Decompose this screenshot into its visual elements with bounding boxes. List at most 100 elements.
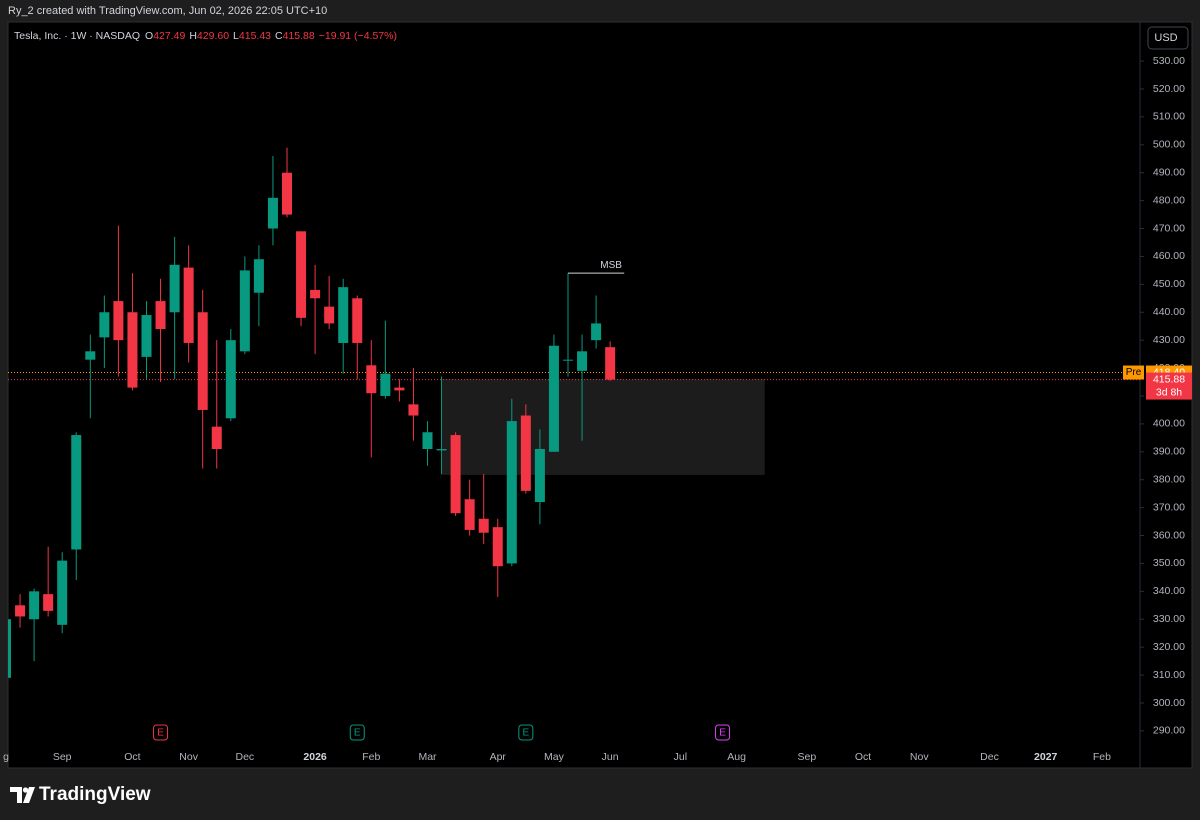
candle-body bbox=[478, 518, 489, 533]
x-tick-label: Sep bbox=[53, 751, 72, 763]
y-tick-label: 440.00 bbox=[1153, 306, 1185, 318]
candle-body bbox=[239, 270, 250, 352]
y-tick-label: 360.00 bbox=[1153, 529, 1185, 541]
x-tick-label: 2026 bbox=[303, 751, 327, 763]
y-tick-label: 400.00 bbox=[1153, 418, 1185, 430]
candle-body bbox=[113, 301, 124, 341]
x-tick-label: Sep bbox=[798, 751, 817, 763]
y-tick-label: 450.00 bbox=[1153, 278, 1185, 290]
earnings-label: E bbox=[157, 728, 164, 739]
credit: Ry_2 created with TradingView.com, Jun 0… bbox=[8, 5, 327, 17]
last-price: 415.88 bbox=[1153, 373, 1185, 385]
candle-body bbox=[267, 197, 278, 229]
y-tick-label: 430.00 bbox=[1153, 334, 1185, 346]
candle-body bbox=[464, 499, 475, 530]
pre-tag: Pre bbox=[1126, 367, 1142, 378]
x-tick-label: 2027 bbox=[1034, 751, 1058, 763]
y-tick-label: 520.00 bbox=[1153, 83, 1185, 95]
legend-change: −19.91 (−4.57%) bbox=[319, 30, 397, 42]
candle-body bbox=[183, 267, 194, 343]
candle-body bbox=[394, 387, 405, 391]
candle-body bbox=[408, 404, 419, 416]
y-tick-label: 290.00 bbox=[1153, 725, 1185, 737]
y-tick-label: 310.00 bbox=[1153, 669, 1185, 681]
candle-body bbox=[225, 340, 236, 419]
y-tick-label: 370.00 bbox=[1153, 501, 1185, 513]
candle-body bbox=[127, 312, 138, 388]
candle-body bbox=[492, 527, 503, 567]
legend-value: 427.49 bbox=[153, 30, 185, 42]
x-tick-label: Jul bbox=[674, 751, 687, 763]
plot: MSB bbox=[8, 147, 1140, 678]
countdown: 3d 8h bbox=[1156, 386, 1182, 398]
x-tick-label: Feb bbox=[1093, 751, 1111, 763]
candle-body bbox=[310, 289, 321, 299]
x-tick-label: May bbox=[544, 751, 565, 763]
candle-body bbox=[422, 432, 433, 450]
candle-body bbox=[506, 421, 517, 564]
y-tick-label: 380.00 bbox=[1153, 473, 1185, 485]
x-tick-label: Jun bbox=[602, 751, 619, 763]
candle-body bbox=[85, 351, 96, 360]
earnings-label: E bbox=[523, 728, 530, 739]
zone bbox=[441, 379, 765, 475]
candle-body bbox=[99, 312, 110, 338]
brand: TradingView bbox=[39, 784, 151, 805]
candle-body bbox=[29, 591, 40, 620]
earnings-marker bbox=[715, 724, 731, 741]
x-tick-label: Aug bbox=[727, 751, 746, 763]
candle-body bbox=[605, 347, 616, 380]
candle-body bbox=[548, 345, 559, 452]
y-tick-label: 480.00 bbox=[1153, 194, 1185, 206]
candle-body bbox=[253, 259, 264, 293]
legend-key: O bbox=[145, 30, 153, 42]
y-tick-label: 510.00 bbox=[1153, 111, 1185, 123]
legend-key: H bbox=[189, 30, 197, 42]
candle-body bbox=[450, 435, 461, 514]
currency[interactable]: USD bbox=[1154, 32, 1177, 44]
legend-value: 415.43 bbox=[239, 30, 271, 42]
x-tick-label: Dec bbox=[236, 751, 255, 763]
candle-body bbox=[15, 605, 26, 617]
y-tick-label: 320.00 bbox=[1153, 641, 1185, 653]
x-tick-label: g bbox=[3, 751, 9, 763]
candle-body bbox=[380, 373, 391, 396]
legend-value: 415.88 bbox=[283, 30, 315, 42]
candle-body bbox=[534, 449, 545, 503]
candle-body bbox=[338, 287, 349, 343]
msb-label: MSB bbox=[600, 260, 622, 271]
candle-body bbox=[577, 351, 588, 371]
x-tick-label: Dec bbox=[980, 751, 999, 763]
y-tick-label: 390.00 bbox=[1153, 446, 1185, 458]
currency-button[interactable] bbox=[1147, 26, 1189, 50]
x-tick-label: Oct bbox=[855, 751, 871, 763]
candle-body bbox=[141, 315, 152, 357]
candle-body bbox=[366, 365, 377, 394]
y-tick-label: 350.00 bbox=[1153, 557, 1185, 569]
x-tick-label: Nov bbox=[910, 751, 929, 763]
legend-key: C bbox=[275, 30, 283, 42]
x-tick-label: Mar bbox=[418, 751, 437, 763]
candle-body bbox=[57, 560, 68, 625]
candle-body bbox=[211, 426, 222, 450]
candle-body bbox=[282, 172, 292, 215]
candle-body bbox=[591, 323, 602, 341]
pre-tag-box bbox=[1123, 365, 1144, 380]
earnings-label: E bbox=[719, 728, 726, 739]
candle-body bbox=[352, 298, 363, 343]
y-tick-label: 500.00 bbox=[1153, 139, 1185, 151]
y-tick-label: 340.00 bbox=[1153, 585, 1185, 597]
candle-body bbox=[8, 619, 11, 678]
candle-body bbox=[71, 435, 82, 550]
y-tick-label: 470.00 bbox=[1153, 222, 1185, 234]
candle-body bbox=[169, 264, 180, 313]
y-tick-label: 330.00 bbox=[1153, 613, 1185, 625]
y-tick-label: 300.00 bbox=[1153, 697, 1185, 709]
candle-body bbox=[520, 415, 531, 491]
earnings-label: E bbox=[354, 728, 361, 739]
x-tick-label: Feb bbox=[362, 751, 380, 763]
legend: Tesla, Inc. · 1W · NASDAQ O427.49 H429.60 L… bbox=[14, 30, 397, 42]
candle-body bbox=[296, 231, 307, 318]
